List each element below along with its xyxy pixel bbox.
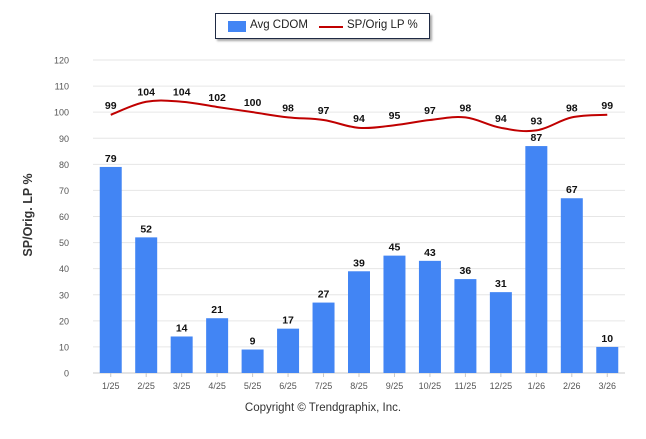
bar-value-label: 45: [389, 242, 401, 254]
x-tick-label: 2/26: [563, 381, 581, 391]
bar-value-label: 79: [105, 153, 117, 165]
line-value-label: 99: [601, 100, 613, 112]
bar-value-label: 36: [460, 265, 472, 277]
bar-value-label: 10: [601, 333, 613, 345]
line-value-label: 98: [282, 102, 294, 114]
x-tick-label: 9/25: [386, 381, 404, 391]
bar-8/25: [348, 271, 370, 373]
bar-9/25: [383, 255, 406, 373]
bar-3/26: [596, 346, 619, 373]
line-value-label: 97: [424, 105, 436, 117]
y-tick-label: 30: [59, 290, 69, 300]
bar-value-label: 17: [282, 315, 294, 327]
bar-value-label: 43: [424, 247, 436, 259]
x-tick-label: 3/25: [173, 381, 191, 391]
line-value-label: 104: [173, 87, 191, 99]
line-value-label: 97: [318, 105, 330, 117]
bar-value-label: 39: [353, 257, 365, 269]
line-value-label: 94: [353, 113, 365, 125]
x-tick-label: 8/25: [350, 381, 368, 391]
line-value-label: 95: [389, 110, 401, 122]
legend-swatch-avg-cdom: [228, 21, 246, 32]
y-tick-label: 10: [59, 342, 69, 352]
bar-value-label: 27: [318, 289, 330, 301]
bar-7/25: [312, 302, 335, 373]
x-tick-label: 7/25: [315, 381, 333, 391]
bar-2/25: [135, 237, 158, 373]
bar-value-label: 52: [140, 223, 152, 235]
bar-2/26: [560, 198, 583, 373]
bar-value-label: 14: [176, 322, 188, 334]
y-tick-label: 20: [59, 316, 69, 326]
copyright-footer: Copyright © Trendgraphix, Inc.: [244, 402, 402, 414]
bar-value-label: 87: [530, 132, 542, 144]
x-tick-label: 1/25: [102, 381, 120, 391]
line-value-label: 104: [137, 87, 155, 99]
line-value-label: 100: [244, 97, 262, 109]
y-tick-label: 80: [59, 160, 69, 170]
bar-4/25: [206, 318, 229, 373]
y-tick-label: 60: [59, 212, 69, 222]
y-tick-label: 110: [55, 82, 69, 92]
y-tick-label: 40: [59, 264, 69, 274]
bar-value-label: 21: [211, 304, 223, 316]
bar-3/25: [170, 336, 193, 373]
y-tick-label: 70: [59, 186, 69, 196]
x-tick-label: 10/25: [419, 381, 442, 391]
legend: Avg CDOM SP/Orig LP %: [215, 13, 430, 39]
line-value-label: 99: [105, 100, 117, 112]
x-tick-label: 5/25: [244, 381, 262, 391]
x-tick-label: 1/26: [528, 381, 546, 391]
bar-value-label: 9: [250, 336, 256, 348]
bar-value-label: 67: [566, 184, 578, 196]
line-sp-orig-lp: [110, 99, 608, 133]
bar-value-label: 31: [495, 278, 507, 290]
x-tick-label: 2/25: [137, 381, 155, 391]
y-tick-label: 90: [59, 134, 69, 144]
x-tick-label: 11/25: [454, 381, 476, 391]
bar-1/26: [525, 146, 548, 373]
line-value-label: 98: [460, 102, 472, 114]
bar-12/25: [489, 292, 512, 373]
x-tick-label: 4/25: [208, 381, 226, 391]
legend-swatch-sp-orig-lp: [319, 26, 343, 28]
x-tick-label: 12/25: [490, 381, 513, 391]
line-value-label: 102: [208, 92, 226, 104]
y-axis-title: SP/Orig. LP %: [21, 173, 35, 257]
line-value-label: 98: [566, 102, 578, 114]
bar-10/25: [418, 260, 441, 373]
bar-5/25: [241, 349, 264, 373]
line-value-label: 93: [530, 115, 542, 127]
bar-11/25: [454, 279, 477, 373]
y-tick-label: 120: [54, 56, 69, 66]
y-tick-label: 0: [64, 369, 69, 379]
y-tick-label: 100: [54, 108, 69, 118]
bar-1/25: [99, 166, 122, 373]
line-value-label: 94: [495, 113, 507, 125]
bar-6/25: [277, 328, 300, 373]
x-tick-label: 3/26: [599, 381, 617, 391]
legend-label-avg-cdom: Avg CDOM: [250, 19, 308, 31]
legend-label-sp-orig-lp: SP/Orig LP %: [347, 19, 418, 31]
x-tick-label: 6/25: [279, 381, 297, 391]
y-tick-label: 50: [59, 238, 69, 248]
